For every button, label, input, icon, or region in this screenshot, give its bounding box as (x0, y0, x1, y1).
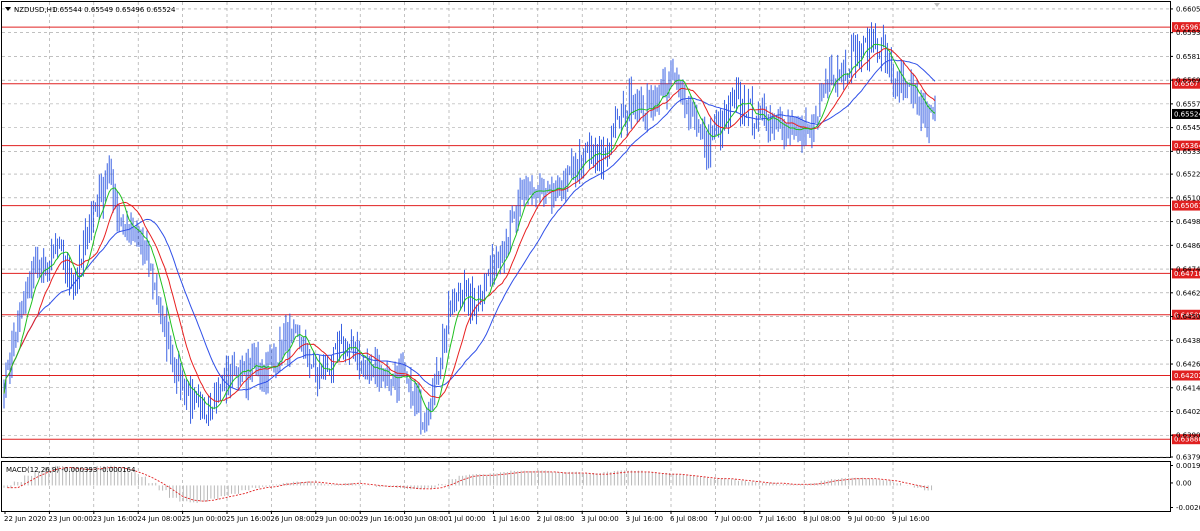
macd-tick-label: 0.001917 (1176, 462, 1200, 470)
moving-average-line (3, 47, 936, 402)
level-price-label: 0.64509 (1174, 311, 1200, 319)
macd-axis: 0.001917 0.00 -0.00209 (1170, 462, 1200, 512)
level-price-label: 0.65677 (1174, 80, 1200, 88)
chart-shift-marker-icon[interactable] (934, 3, 940, 7)
x-tick-label: 23 Jun 16:00 (93, 515, 137, 523)
x-tick-label: 8 Jul 08:00 (803, 515, 841, 523)
level-price-tag (1172, 200, 1200, 211)
y-tick-label: 0.65335 (1176, 148, 1200, 156)
moving-averages (3, 43, 936, 413)
level-price-tag (1172, 434, 1200, 445)
x-tick-label: 7 Jul 00:00 (714, 515, 752, 523)
time-axis: 22 Jun 2020 23 Jun 00:00 23 Jun 16:00 24 Ju… (4, 511, 930, 523)
level-price-label: 0.65364 (1174, 142, 1200, 150)
x-tick-label: 25 Jun 00:00 (182, 515, 226, 523)
level-price-label: 0.65963 (1174, 24, 1200, 32)
x-tick-label: 25 Jun 16:00 (226, 515, 270, 523)
macd-histogram (3, 465, 933, 503)
x-tick-label: 9 Jul 00:00 (848, 515, 886, 523)
x-tick-label: 30 Jun 08:00 (404, 515, 448, 523)
level-price-label: 0.64202 (1174, 372, 1200, 380)
y-tick-label: 0.65455 (1176, 124, 1200, 132)
ohlc-values: 0.65544 0.65549 0.65496 0.65524 (53, 6, 176, 14)
level-price-tag (1172, 78, 1200, 89)
moving-average-line (3, 59, 936, 394)
x-tick-label: 9 Jul 16:00 (892, 515, 930, 523)
macd-tick-label: 0.00 (1176, 479, 1192, 487)
level-price-label: 0.64718 (1174, 270, 1200, 278)
x-tick-label: 3 Jul 16:00 (626, 515, 664, 523)
x-tick-label: 2 Jul 08:00 (537, 515, 575, 523)
level-price-tag (1172, 309, 1200, 320)
y-tick-label: 0.66055 (1176, 5, 1200, 13)
moving-average-line (3, 43, 936, 413)
main-plot-area[interactable] (1, 1, 1171, 458)
macd-plot-area[interactable] (1, 461, 1171, 512)
level-price-tag (1172, 140, 1200, 151)
y-tick-label: 0.65695 (1176, 77, 1200, 85)
current-price-label: 0.65524 (1174, 110, 1200, 118)
level-price-tag (1172, 268, 1200, 279)
x-tick-label: 1 Jul 00:00 (448, 515, 486, 523)
macd-signal-line (7, 466, 929, 502)
macd-header: MACD(12,26,9) -0.000393 -0.000164 (6, 466, 136, 474)
dropdown-triangle-icon[interactable] (5, 7, 11, 11)
x-tick-label: 7 Jul 16:00 (759, 515, 797, 523)
level-price-tag (1172, 22, 1200, 33)
horizontal-levels: 0.65963 0.65677 0.65364 0.65061 0.64718 0.645… (2, 22, 1200, 445)
x-tick-label: 29 Jun 16:00 (359, 515, 403, 523)
x-tick-label: 6 Jul 08:00 (670, 515, 708, 523)
current-price-tag (1172, 108, 1200, 119)
level-price-label: 0.65061 (1174, 202, 1200, 210)
x-tick-label: 26 Jun 08:00 (270, 515, 314, 523)
x-tick-label: 29 Jun 00:00 (315, 515, 359, 523)
y-tick-label: 0.65575 (1176, 100, 1200, 108)
symbol-label: NZDUSD,H1 (14, 6, 56, 14)
x-tick-label: 1 Jul 16:00 (492, 515, 530, 523)
x-tick-label: 3 Jul 00:00 (581, 515, 619, 523)
y-tick-label: 0.65815 (1176, 53, 1200, 61)
x-tick-label: 22 Jun 2020 (4, 515, 46, 523)
price-axis: 0.66055 0.65935 0.65815 0.65695 0.65575 0.654… (1170, 5, 1200, 462)
macd-signal-line (7, 466, 929, 502)
macd-tick-label: -0.00209 (1176, 504, 1200, 512)
chart-header: NZDUSD,H1 0.65544 0.65549 0.65496 0.6552… (5, 6, 176, 14)
x-tick-label: 24 Jun 08:00 (137, 515, 181, 523)
x-tick-label: 23 Jun 00:00 (48, 515, 92, 523)
level-price-tag (1172, 370, 1200, 381)
y-tick-label: 0.65935 (1176, 29, 1200, 37)
